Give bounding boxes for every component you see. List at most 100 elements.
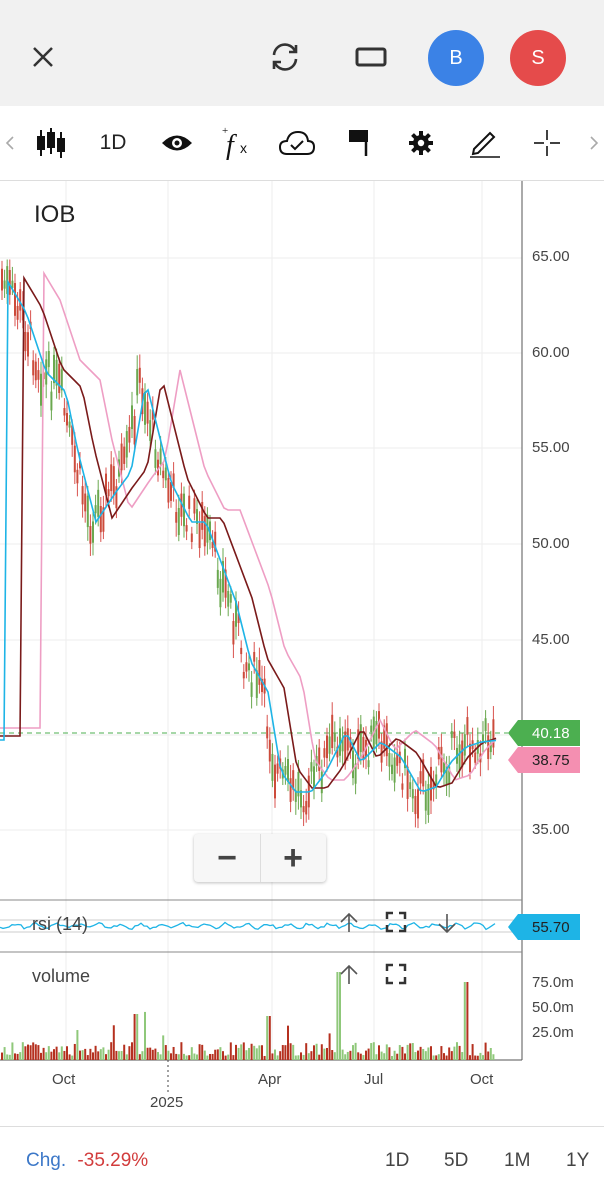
chevron-left-icon: [5, 136, 14, 150]
candle-body: [237, 613, 240, 624]
price-chart[interactable]: [0, 181, 604, 1126]
volume-bar: [105, 1054, 107, 1060]
volume-bar: [359, 1053, 362, 1060]
candle-body: [458, 744, 461, 772]
volume-bar: [14, 1053, 16, 1060]
svg-text:f: f: [226, 130, 237, 161]
candle-body: [110, 464, 113, 492]
interval-label: 1D: [99, 131, 127, 154]
crosshair-button[interactable]: [522, 106, 572, 180]
ma-long-line: [0, 270, 497, 781]
scroll-left-button[interactable]: [0, 106, 20, 180]
candle-body: [89, 526, 92, 544]
volume-bar: [81, 1050, 84, 1060]
candle-body: [422, 759, 425, 787]
draw-button[interactable]: [460, 106, 510, 180]
arrow-up-icon: [340, 912, 358, 932]
rsi-move-up-button[interactable]: [336, 910, 362, 936]
range-1m-button[interactable]: 1M: [504, 1150, 531, 1171]
volume-tick: 75.0m: [532, 974, 574, 991]
change-label: Chg.: [26, 1150, 67, 1171]
chart-type-button[interactable]: [26, 106, 76, 180]
volume-bar: [419, 1046, 422, 1060]
view-button[interactable]: [152, 106, 202, 180]
candle-body: [266, 726, 269, 739]
volume-bar: [380, 1051, 383, 1060]
candle-body: [50, 391, 53, 411]
volume-bar: [63, 1050, 66, 1060]
volume-bar: [214, 1049, 217, 1060]
cloud-save-button[interactable]: [272, 106, 322, 180]
avatar-b[interactable]: B: [428, 30, 484, 86]
volume-bar: [461, 1052, 464, 1060]
svg-text:+: +: [222, 125, 228, 137]
candle-body: [469, 743, 471, 773]
candle-body: [193, 498, 196, 514]
volume-bar: [492, 1054, 495, 1060]
volume-bar: [216, 1049, 219, 1060]
volume-bar: [307, 1053, 310, 1060]
window-button[interactable]: [350, 36, 392, 78]
zoom-in-button[interactable]: +: [283, 838, 303, 877]
volume-bar: [385, 1044, 388, 1060]
volume-bar: [476, 1055, 479, 1060]
indicators-button[interactable]: + f x: [212, 106, 262, 180]
candle-body: [73, 445, 76, 473]
candle-body: [378, 711, 380, 739]
volume-bar: [73, 1043, 76, 1060]
x-tick: 2025: [150, 1094, 184, 1111]
zoom-out-button[interactable]: −: [194, 834, 261, 882]
volume-expand-button[interactable]: [384, 962, 410, 988]
volume-bar: [34, 1044, 37, 1060]
candle-body: [427, 784, 430, 815]
volume-move-up-button[interactable]: [336, 962, 362, 988]
volume-bar: [253, 1045, 256, 1060]
volume-bar: [190, 1047, 193, 1060]
rsi-expand-button[interactable]: [384, 910, 410, 936]
volume-tick: 25.0m: [532, 1024, 574, 1041]
candle-body: [357, 729, 360, 759]
volume-bar: [398, 1045, 401, 1060]
volume-bar: [341, 1049, 344, 1060]
volume-bar: [211, 1053, 214, 1060]
range-1y-button[interactable]: 1Y: [566, 1150, 590, 1171]
volume-bar: [16, 1053, 19, 1060]
volume-bar: [235, 1044, 237, 1060]
volume-bar: [107, 1049, 110, 1060]
candle-body: [138, 367, 141, 383]
candle-body: [105, 473, 107, 495]
candle-body: [84, 493, 87, 512]
volume-bar: [193, 1053, 196, 1060]
volume-bar: [463, 982, 466, 1060]
volume-bar: [294, 1055, 297, 1060]
range-1d-button[interactable]: 1D: [385, 1150, 410, 1171]
candle-body: [185, 525, 188, 532]
flag-button[interactable]: [334, 106, 384, 180]
candle-body: [53, 354, 55, 384]
scroll-right-button[interactable]: [584, 106, 604, 180]
avatar-s[interactable]: S: [510, 30, 566, 86]
volume-bar: [172, 1046, 175, 1060]
interval-button[interactable]: 1D: [88, 106, 138, 180]
settings-button[interactable]: [396, 106, 446, 180]
candle-body: [409, 782, 412, 790]
volume-bar: [367, 1048, 370, 1060]
volume-bar: [284, 1045, 287, 1060]
volume-bar: [310, 1051, 313, 1060]
volume-bar: [266, 1016, 269, 1060]
refresh-button[interactable]: [264, 36, 306, 78]
candle-body: [97, 489, 100, 517]
volume-bar: [141, 1051, 144, 1060]
candle-body: [227, 590, 230, 607]
volume-bar: [417, 1050, 419, 1060]
volume-bar: [120, 1051, 123, 1060]
candle-body: [180, 493, 183, 517]
candle-body: [68, 421, 71, 428]
close-button[interactable]: [22, 36, 64, 78]
rsi-move-down-button[interactable]: [434, 910, 460, 936]
range-5d-button[interactable]: 5D: [444, 1150, 469, 1171]
candle-body: [151, 409, 154, 420]
volume-bar: [76, 1030, 79, 1060]
volume-bar: [177, 1054, 180, 1060]
volume-bar: [53, 1049, 55, 1060]
